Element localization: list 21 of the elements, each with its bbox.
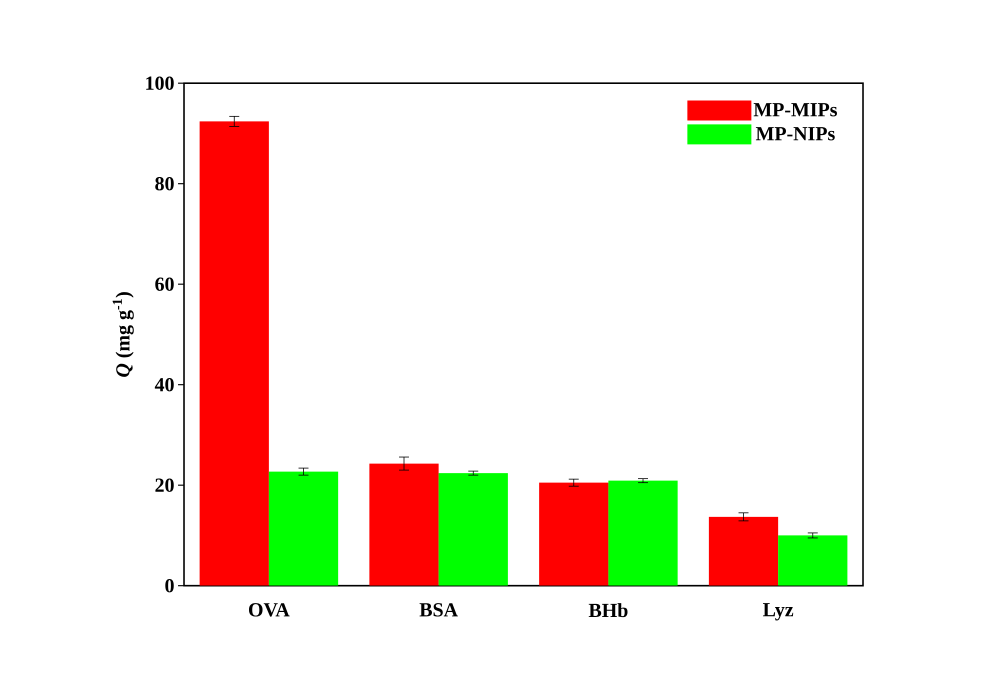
x-tick-label: BSA [420,603,458,617]
bar [708,516,778,586]
bar [778,535,848,586]
y-tick-label: 80 [155,176,174,190]
legend-label: MP-NIPs [756,127,835,140]
y-tick-label: 40 [154,378,174,392]
x-tick-label: BHb [588,603,628,618]
y-axis-title: Q (mg g$^{-1}$) [112,292,134,377]
bar [438,473,508,586]
x-tick-label: Lyz [762,603,794,620]
bar [608,480,678,586]
y-tick-label: 0 [165,578,174,592]
y-tick-label: 20 [155,478,174,492]
bar [369,464,439,586]
bar [268,472,338,586]
bar [200,121,269,586]
y-tick-label: 100 [146,76,174,90]
bar [539,482,608,586]
legend-label: MP-MIPs [754,103,837,116]
y-tick-label: 60 [155,277,174,291]
x-tick-label: OVA [249,603,290,617]
